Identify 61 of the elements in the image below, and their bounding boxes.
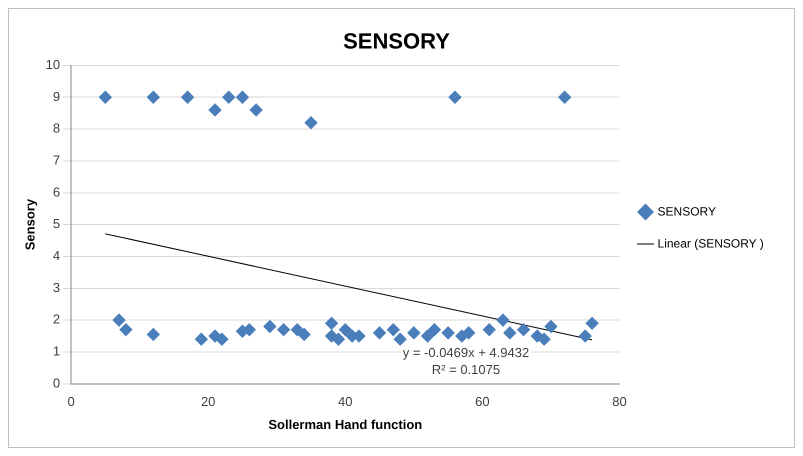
point (98, 90, 112, 104)
point (146, 90, 160, 104)
y-axis-title: Sensory (22, 198, 38, 250)
x-tick-label: 80 (612, 394, 627, 410)
point (517, 323, 530, 336)
y-tick-label: 1 (52, 344, 60, 359)
y-tick-label: 3 (52, 280, 60, 295)
x-tick-label: 20 (200, 394, 216, 410)
point (250, 103, 263, 116)
y-tick-label: 8 (52, 120, 60, 136)
point (290, 323, 304, 336)
point (544, 320, 558, 333)
annotation: y = -0.0469x + 4.9432 (402, 345, 530, 360)
y-tick-label: 0 (52, 375, 60, 390)
legend-label: Linear (SENSORY ) (658, 236, 764, 250)
x-tick-label: 40 (338, 394, 353, 410)
annotation: R² = 0.1075 (432, 362, 500, 378)
x-tick-label: 0 (67, 394, 75, 410)
y-tick-label: 2 (52, 312, 60, 327)
point (496, 314, 510, 327)
point (236, 90, 249, 104)
x-axis-title: Sollerman Hand function (268, 416, 422, 432)
point (586, 316, 599, 330)
point (208, 103, 222, 116)
point (482, 323, 496, 336)
point (373, 326, 386, 340)
point (332, 332, 345, 346)
point (428, 323, 441, 336)
point (112, 314, 126, 327)
point (448, 90, 462, 104)
point (338, 323, 352, 336)
point (222, 90, 236, 104)
point (538, 332, 551, 346)
point (263, 320, 276, 333)
point (194, 332, 208, 346)
y-tick-label: 7 (52, 152, 60, 168)
point (462, 326, 476, 340)
chart-title: SENSORY (343, 28, 450, 54)
y-tick-label: 9 (52, 88, 60, 104)
point (298, 328, 311, 341)
y-tick-label: 5 (52, 216, 60, 232)
point (386, 323, 400, 336)
point (407, 326, 420, 340)
point (119, 323, 132, 336)
point (277, 323, 290, 336)
point (421, 330, 434, 343)
legend-label: SENSORY (658, 204, 716, 218)
point (394, 332, 407, 346)
point (442, 326, 455, 340)
point (558, 90, 572, 104)
x-tick-label: 60 (475, 394, 490, 410)
point (146, 328, 160, 341)
y-tick-label: 10 (46, 56, 60, 72)
point (181, 90, 194, 104)
point (325, 316, 338, 330)
y-tick-label: 6 (52, 184, 60, 200)
point (304, 116, 318, 130)
point (215, 332, 228, 346)
point (503, 326, 516, 340)
y-tick-label: 4 (52, 248, 60, 264)
point (578, 330, 592, 343)
